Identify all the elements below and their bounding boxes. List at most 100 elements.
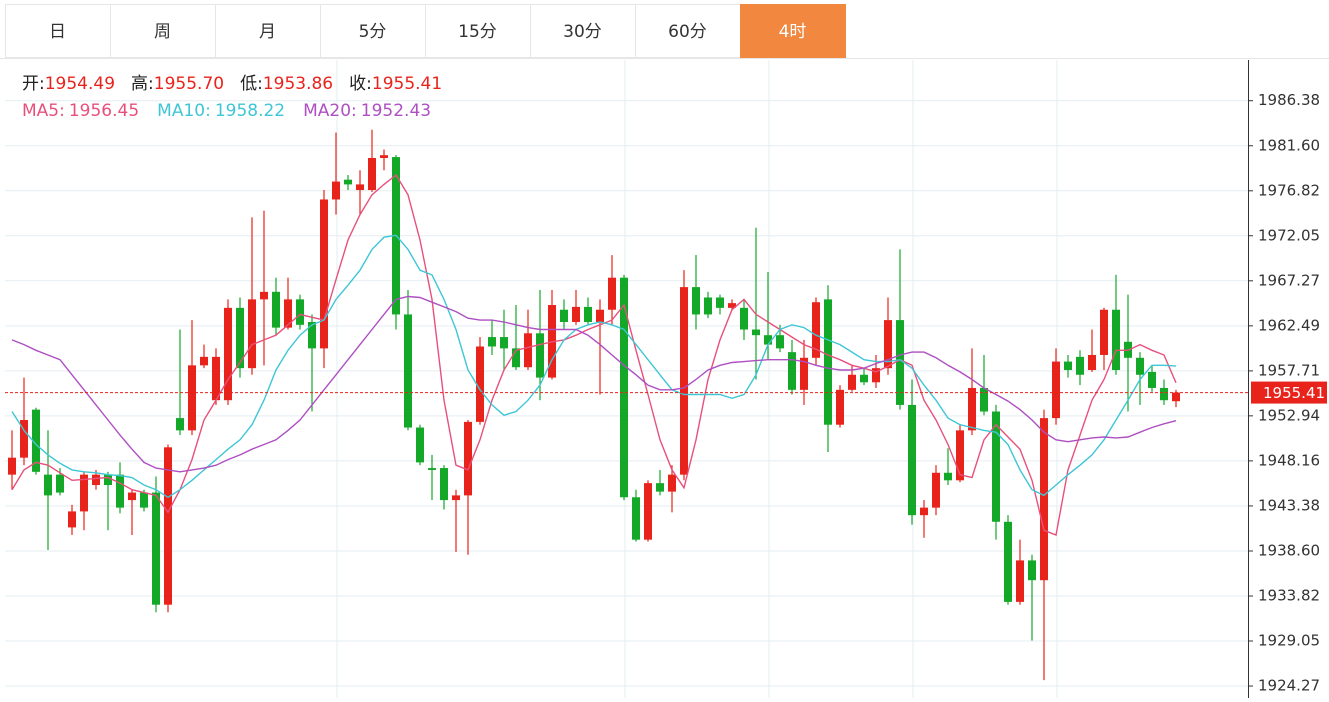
tab[interactable] (740, 4, 846, 58)
candle-body (956, 430, 964, 481)
candle-body (620, 277, 628, 498)
candle-body (800, 357, 808, 390)
candle-body (176, 418, 184, 431)
candle-body (236, 307, 244, 369)
candle-body (428, 468, 436, 470)
candle-body (584, 306, 592, 322)
tab-label[interactable]: 15分 (458, 22, 497, 42)
tab[interactable] (215, 4, 321, 58)
candle-body (740, 307, 748, 330)
candle-body (488, 337, 496, 347)
ohlc-value: 1954.49 (45, 74, 115, 94)
candle-body (944, 472, 952, 481)
candle-body (296, 299, 304, 325)
candle-body (692, 287, 700, 315)
tab-label[interactable]: 60分 (668, 22, 707, 42)
candle-body (368, 158, 376, 191)
candle-body (20, 419, 28, 458)
y-tick-label: 1957.71 (1258, 361, 1320, 379)
y-tick-label: 1972.05 (1258, 226, 1320, 244)
y-tick-label: 1929.05 (1258, 631, 1320, 649)
candle-body (1028, 560, 1036, 581)
last-price-tag (1251, 381, 1327, 404)
candle-body (836, 389, 844, 425)
candle-body (200, 356, 208, 366)
ma-line (11, 234, 1177, 499)
candle-body (1172, 392, 1180, 402)
candle-body (1100, 309, 1108, 355)
candle-body (92, 474, 100, 486)
candle-body (356, 184, 364, 191)
candle-body (272, 291, 280, 328)
candle-body (932, 472, 940, 508)
ohlc-value: 1955.41 (372, 74, 442, 94)
candle-body (1016, 560, 1024, 602)
ma-legend-name: MA10: (157, 101, 211, 121)
ma-legend-value: 1958.22 (215, 101, 285, 121)
candle-body (224, 307, 232, 401)
y-tick-label: 1981.60 (1258, 136, 1320, 154)
candle-body (644, 483, 652, 540)
candle-body (896, 320, 904, 405)
tab[interactable] (110, 4, 216, 58)
tab-label[interactable]: 30分 (563, 22, 602, 42)
candle-body (332, 181, 340, 200)
y-tick-label: 1967.27 (1258, 271, 1320, 289)
candle-body (284, 299, 292, 328)
tab-label[interactable]: 月 (259, 22, 276, 42)
candle-body (992, 411, 1000, 522)
candle-body (884, 320, 892, 369)
tab-label[interactable]: 5分 (359, 22, 387, 42)
tab-label[interactable]: 日 (49, 22, 66, 42)
tab[interactable] (530, 4, 636, 58)
candle-body (344, 179, 352, 185)
candle-body (320, 199, 328, 349)
candle-body (56, 474, 64, 493)
candle-body (68, 511, 76, 528)
candle-body (164, 447, 172, 605)
y-tick-label: 1948.16 (1258, 451, 1320, 469)
candle-body (1004, 521, 1012, 602)
tab[interactable] (5, 4, 111, 58)
candle-body (560, 309, 568, 322)
candle-body (1148, 371, 1156, 388)
candle-body (44, 474, 52, 496)
candle-body (788, 352, 796, 390)
candle-body (920, 507, 928, 516)
tab-label[interactable]: 周 (154, 22, 171, 42)
ma-legend-name: MA20: (303, 101, 357, 121)
candle-body (968, 387, 976, 431)
candle-body (1160, 387, 1168, 401)
candle-body (476, 346, 484, 422)
y-tick-label: 1938.60 (1258, 541, 1320, 559)
candle-body (1040, 418, 1048, 581)
candle-body (668, 474, 676, 492)
tab-label[interactable]: 4时 (779, 22, 807, 42)
candle-body (824, 299, 832, 425)
candle-body (1136, 357, 1144, 375)
candle-body (1112, 309, 1120, 371)
candle-body (524, 333, 532, 368)
ohlc-label: 收: (349, 74, 372, 94)
candle-body (980, 387, 988, 412)
candle-body (1088, 354, 1096, 371)
candle-body (116, 474, 124, 508)
candle-body (104, 474, 112, 486)
candle-body (752, 329, 760, 336)
ma-line (11, 295, 1177, 473)
candle-body (608, 277, 616, 310)
candle-body (764, 335, 772, 345)
y-tick-label: 1933.82 (1258, 587, 1320, 605)
y-tick-label: 1952.94 (1258, 406, 1320, 424)
tab[interactable] (425, 4, 531, 58)
tab[interactable] (320, 4, 426, 58)
candle-body (8, 457, 16, 475)
candle-body (536, 333, 544, 378)
ma-legend-value: 1956.45 (69, 101, 139, 121)
y-tick-label: 1943.38 (1258, 496, 1320, 514)
candle-body (464, 421, 472, 496)
candle-body (212, 356, 220, 401)
y-tick-label: 1976.82 (1258, 181, 1320, 199)
candle-body (188, 365, 196, 431)
